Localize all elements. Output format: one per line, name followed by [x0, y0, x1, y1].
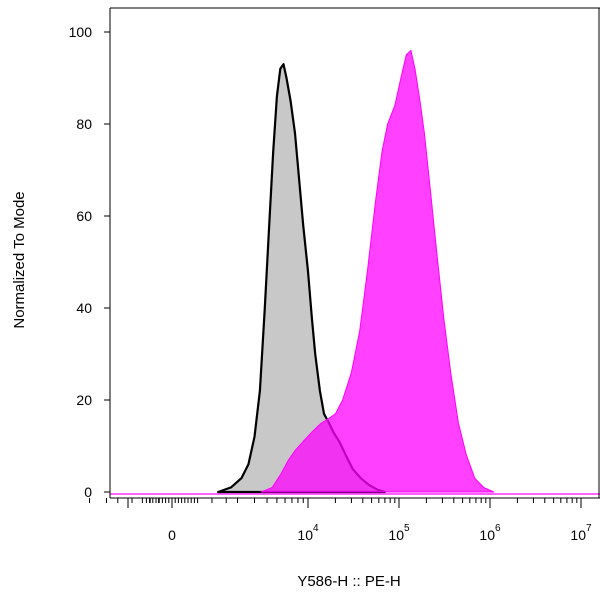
x-tick-label: 104 — [297, 523, 319, 543]
axes-layer: 0 20 40 60 80 100 0 104 105 106 107 — [69, 7, 600, 543]
y-axis-title: Normalized To Mode — [11, 191, 28, 328]
plot-layer — [110, 49, 600, 495]
x-tick-label: 0 — [168, 527, 176, 543]
x-tick-label: 106 — [479, 523, 501, 543]
y-tick-label: 20 — [76, 392, 92, 408]
y-tick-label: 80 — [76, 116, 92, 132]
x-axis-title: Y586-H :: PE-H — [297, 573, 400, 590]
y-tick-label: 0 — [84, 484, 92, 500]
x-tick-label: 107 — [570, 523, 592, 543]
histogram-series-2 — [260, 49, 495, 493]
y-tick-label: 100 — [69, 24, 93, 40]
y-tick-label: 40 — [76, 300, 92, 316]
x-tick-label: 105 — [388, 523, 410, 543]
y-tick-label: 60 — [76, 208, 92, 224]
